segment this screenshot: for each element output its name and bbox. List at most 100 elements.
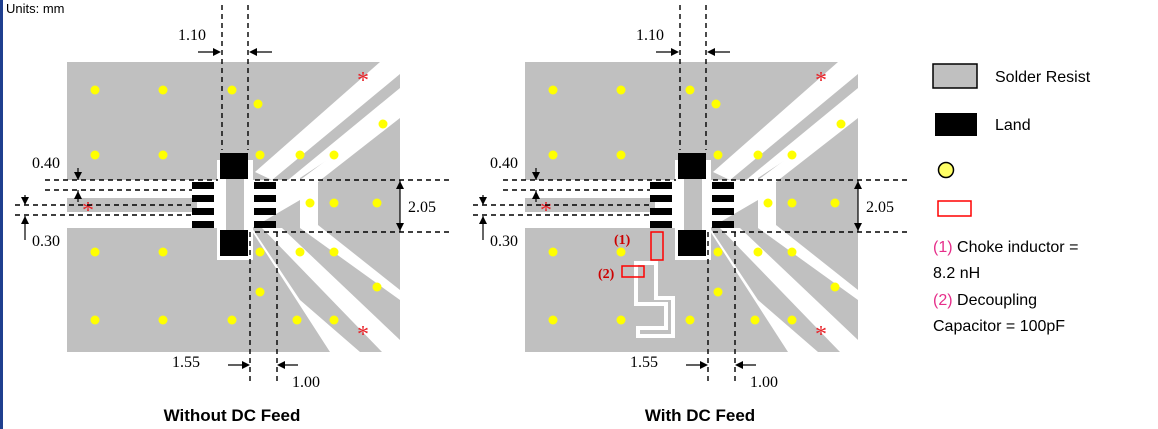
via-2: [227, 85, 237, 95]
dim-label-land-width: 0.30: [32, 233, 60, 250]
via-7: [713, 150, 723, 160]
via-21: [255, 287, 265, 297]
arrowhead-side-bottom: [396, 223, 404, 231]
legend-note-1: (1) Choke inductor =: [933, 239, 1078, 256]
dim-label-bottom-left: 1.55: [630, 354, 658, 371]
legend-swatch-solder-resist: [932, 63, 978, 89]
land-left-1: [192, 195, 214, 202]
dim-label-land-width: 0.30: [490, 233, 518, 250]
land-left-3: [650, 221, 672, 228]
legend-swatch-component: [937, 200, 972, 217]
legend: Solder Resist Land (1) Choke inductor = …: [932, 63, 1091, 335]
note-1-number: (1): [933, 239, 953, 256]
arrowhead-pitch-top: [532, 172, 540, 180]
note-1-text: Choke inductor =: [953, 239, 1079, 256]
resist-upper-left: [525, 62, 690, 180]
via-9: [329, 150, 339, 160]
via-23: [750, 315, 760, 325]
via-24: [329, 315, 339, 325]
via-0: [548, 85, 558, 95]
via-13: [90, 247, 100, 257]
note-1-line2: 8.2 nH: [933, 265, 980, 282]
via-6: [616, 150, 626, 160]
land-top: [678, 153, 706, 179]
arrowhead-bottom-right: [735, 361, 743, 369]
via-6: [158, 150, 168, 160]
arrowhead-bottom-left: [242, 361, 250, 369]
via-13: [548, 247, 558, 257]
resist-center: [684, 175, 702, 233]
arrowhead-bottom-right: [277, 361, 285, 369]
arrowhead-bottom-left: [700, 361, 708, 369]
via-14: [616, 247, 626, 257]
via-1: [616, 85, 626, 95]
arrowhead-pitch-bottom: [532, 191, 540, 199]
caption-with-dc-feed: With DC Feed: [645, 406, 755, 425]
via-5: [90, 150, 100, 160]
dim-label-land-pitch: 0.40: [490, 155, 518, 172]
resist-lower-left: [67, 228, 232, 352]
via-8: [753, 150, 763, 160]
arrowhead-side-top: [854, 181, 862, 189]
arrowhead-top-left: [213, 48, 221, 56]
clearance-diag-up: [713, 62, 858, 180]
via-19: [616, 315, 626, 325]
arrowhead-width-top: [479, 197, 487, 205]
dim-label-top-gap: 1.10: [178, 27, 206, 44]
arrowhead-width-bottom: [21, 216, 29, 224]
legend-label-land: Land: [995, 117, 1031, 134]
clearance-diag-down: [720, 228, 858, 352]
clearance-diag-down: [262, 228, 400, 352]
diagram-without-dc-feed: * * * 1.10 0.40 0.30 2.05 1.55 1.00: [15, 5, 450, 391]
land-left-3: [192, 221, 214, 228]
land-left-1: [650, 195, 672, 202]
clearance-diag-up: [255, 62, 400, 180]
via-2: [685, 85, 695, 95]
via-22: [830, 282, 840, 292]
via-5: [548, 150, 558, 160]
land-left-2: [192, 208, 214, 215]
resist-upper-left: [67, 62, 232, 180]
left-border: [0, 0, 3, 429]
note-2-line2: Capacitor = 100pF: [933, 318, 1065, 335]
dc-feed-trace: [634, 261, 675, 338]
arrowhead-width-top: [21, 197, 29, 205]
land-left-0: [650, 182, 672, 189]
via-4: [378, 119, 388, 129]
land-bottom: [220, 230, 248, 256]
choke-inductor-outline: [650, 231, 664, 261]
via-3: [253, 99, 263, 109]
resist-center: [226, 175, 244, 233]
via-11: [329, 198, 339, 208]
component-label-2: (2): [598, 267, 615, 282]
land-right-1: [254, 195, 276, 202]
via-23: [292, 315, 302, 325]
via-15: [713, 247, 723, 257]
via-8: [295, 150, 305, 160]
dim-label-top-gap: 1.10: [636, 27, 664, 44]
asterisk-mark-1: *: [82, 198, 94, 224]
via-20: [227, 315, 237, 325]
via-7: [255, 150, 265, 160]
arrowhead-width-bottom: [479, 216, 487, 224]
legend-swatch-land: [935, 113, 977, 136]
caption-without-dc-feed: Without DC Feed: [164, 406, 301, 425]
diagram-with-dc-feed: (1) (2) * * * 1.10 0.40 0.30 2.05 1.55 1.00: [473, 5, 908, 391]
arrowhead-side-top: [396, 181, 404, 189]
land-right-3: [254, 221, 276, 228]
via-18: [548, 315, 558, 325]
land-right-1: [712, 195, 734, 202]
arrowhead-pitch-bottom: [74, 191, 82, 199]
arrowhead-side-bottom: [854, 223, 862, 231]
arrowhead-top-right: [707, 48, 715, 56]
note-2-text: Decoupling: [953, 292, 1038, 309]
asterisk-mark-2: *: [357, 322, 369, 348]
dim-label-bottom-right: 1.00: [292, 374, 320, 391]
via-12: [763, 198, 773, 208]
via-19: [158, 315, 168, 325]
resist-lower-mid: [232, 228, 330, 352]
via-0: [90, 85, 100, 95]
via-21: [713, 287, 723, 297]
via-20: [685, 315, 695, 325]
asterisk-mark-1: *: [540, 198, 552, 224]
